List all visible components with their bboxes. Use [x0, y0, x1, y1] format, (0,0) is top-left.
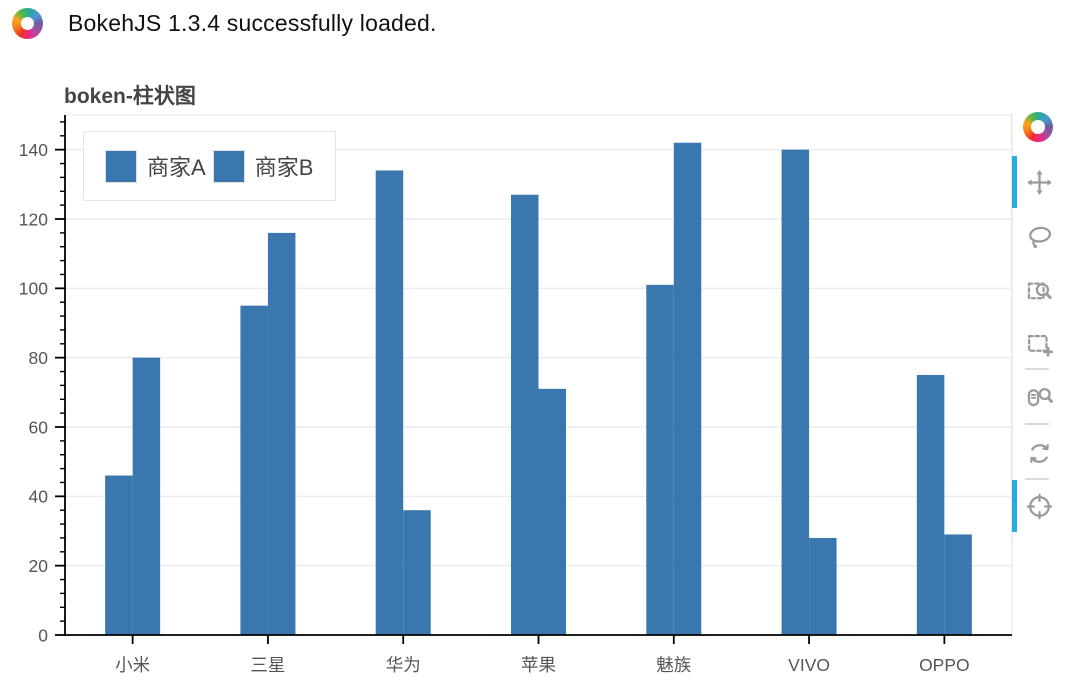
- bar-商家A-华为: [375, 170, 404, 635]
- toolbar-separator: [1011, 113, 1012, 541]
- wheel-zoom-tool-icon[interactable]: [1020, 379, 1058, 413]
- bar-商家A-三星: [240, 305, 268, 635]
- x-tick-label: 魅族: [656, 655, 691, 675]
- toolbar-divider: [1025, 423, 1049, 425]
- x-tick-label: 华为: [386, 655, 421, 675]
- bokeh-toolbar: [1011, 110, 1077, 550]
- legend-item-series-a[interactable]: 商家A: [105, 149, 206, 183]
- x-tick-label: 小米: [115, 655, 150, 675]
- legend-swatch-series-a: [105, 149, 137, 183]
- bokeh-logo-icon: [12, 8, 43, 39]
- bar-商家B-苹果: [538, 388, 566, 635]
- legend-swatch-series-b: [212, 149, 245, 183]
- box-select-tool-icon[interactable]: [1020, 327, 1058, 361]
- y-tick-label: 100: [19, 279, 48, 299]
- bokehjs-load-message: BokehJS 1.3.4 successfully loaded.: [68, 10, 437, 36]
- legend-label-series-a: 商家A: [147, 155, 206, 180]
- x-tick-label: OPPO: [919, 655, 970, 675]
- x-tick-label: 三星: [250, 655, 285, 675]
- chart-title: boken-柱状图: [64, 85, 196, 108]
- bar-商家B-OPPO: [944, 534, 972, 635]
- y-tick-label: 120: [19, 209, 48, 229]
- pan-tool-icon[interactable]: [1012, 156, 1058, 208]
- reset-tool-icon[interactable]: [1020, 436, 1058, 470]
- bokeh-logo-toolbar[interactable]: [1023, 112, 1053, 142]
- bar-商家B-VIVO: [809, 537, 837, 635]
- crosshair-tool-icon[interactable]: [1012, 480, 1058, 532]
- lasso-select-tool-icon[interactable]: [1020, 220, 1058, 254]
- bar-商家B-三星: [267, 232, 296, 635]
- y-tick-label: 60: [29, 417, 49, 437]
- toolbar-divider: [1025, 478, 1049, 480]
- toolbar-divider: [1025, 368, 1049, 370]
- bar-商家A-小米: [105, 475, 133, 635]
- legend-label-series-b: 商家B: [254, 155, 314, 180]
- y-tick-label: 80: [29, 348, 49, 368]
- x-tick-label: 苹果: [521, 655, 556, 675]
- bar-商家A-OPPO: [916, 375, 945, 635]
- bar-商家B-魅族: [673, 142, 702, 635]
- bar-商家B-华为: [403, 510, 431, 635]
- y-tick-label: 40: [29, 487, 49, 507]
- box-zoom-tool-icon[interactable]: [1020, 274, 1058, 308]
- legend[interactable]: 商家A 商家B: [83, 131, 337, 201]
- bar-商家A-VIVO: [781, 149, 810, 635]
- bar-商家A-魅族: [646, 284, 674, 635]
- bar-商家B-小米: [132, 357, 161, 635]
- x-tick-label: VIVO: [788, 655, 830, 675]
- bar-商家A-苹果: [511, 194, 539, 635]
- legend-item-series-b[interactable]: 商家B: [212, 149, 314, 183]
- y-tick-label: 140: [19, 140, 48, 160]
- y-tick-label: 20: [29, 556, 49, 576]
- y-tick-label: 0: [38, 625, 48, 645]
